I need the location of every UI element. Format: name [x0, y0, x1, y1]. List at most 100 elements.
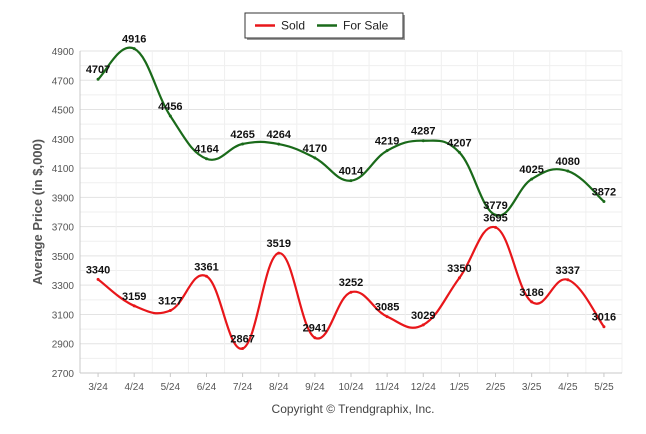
- data-point-for-sale: [566, 169, 570, 173]
- x-tick-label: 5/25: [594, 382, 614, 393]
- data-point-for-sale: [132, 47, 136, 51]
- data-point-sold: [566, 278, 570, 282]
- x-tick-label: 12/24: [411, 382, 436, 393]
- data-point-for-sale: [241, 142, 245, 146]
- data-point-sold: [241, 347, 245, 351]
- data-labels-layer: 3340 3159 3127 3361 2867 3519 2941 3252 3085 3029…: [86, 34, 616, 346]
- data-point-for-sale: [96, 77, 100, 81]
- data-point-for-sale: [168, 114, 172, 118]
- y-tick-label: 4300: [52, 135, 75, 146]
- y-tick-label: 4700: [52, 76, 75, 87]
- data-point-for-sale: [313, 156, 317, 160]
- data-label-for-sale: 4265: [230, 129, 254, 141]
- data-point-sold: [421, 323, 425, 327]
- gridlines: [79, 50, 623, 374]
- data-label-sold: 3519: [266, 238, 290, 250]
- data-label-sold: 3340: [86, 264, 110, 276]
- data-point-sold: [385, 315, 389, 319]
- data-label-for-sale: 4014: [339, 166, 364, 178]
- data-point-for-sale: [457, 150, 461, 154]
- data-point-sold: [457, 276, 461, 280]
- data-point-for-sale: [385, 149, 389, 153]
- y-tick-label: 2700: [52, 369, 75, 380]
- data-label-sold: 3337: [556, 265, 580, 277]
- y-tick-label: 3900: [52, 193, 75, 204]
- data-label-sold: 3159: [122, 291, 146, 303]
- data-label-sold: 3252: [339, 277, 363, 289]
- data-point-sold: [349, 290, 353, 294]
- data-label-sold: 3029: [411, 310, 435, 322]
- y-tick-label: 3100: [52, 310, 75, 321]
- data-point-sold: [204, 274, 208, 278]
- data-point-for-sale: [530, 177, 534, 181]
- data-label-for-sale: 3779: [483, 200, 507, 212]
- data-label-for-sale: 4287: [411, 126, 435, 138]
- data-label-for-sale: 4707: [86, 64, 110, 76]
- x-tick-label: 1/25: [450, 382, 470, 393]
- x-tick-label: 8/24: [269, 382, 289, 393]
- x-tick-label: 4/25: [558, 382, 578, 393]
- data-label-sold: 3361: [194, 261, 218, 273]
- y-tick-label: 3500: [52, 252, 75, 263]
- data-point-for-sale: [602, 199, 606, 203]
- legend-label: Sold: [281, 19, 305, 33]
- data-label-sold: 3016: [592, 312, 616, 324]
- data-label-for-sale: 4456: [158, 101, 182, 113]
- data-label-sold: 3186: [519, 287, 543, 299]
- data-label-for-sale: 4219: [375, 136, 399, 148]
- x-tick-label: 5/24: [161, 382, 181, 393]
- data-label-sold: 3127: [158, 296, 182, 308]
- x-tick-label: 3/25: [522, 382, 542, 393]
- y-tick-label: 4100: [52, 164, 75, 175]
- y-tick-label: 3700: [52, 223, 75, 234]
- data-point-sold: [96, 277, 100, 281]
- data-label-sold: 3350: [447, 263, 471, 275]
- data-point-for-sale: [204, 157, 208, 161]
- x-tick-label: 11/24: [375, 382, 400, 393]
- x-tick-label: 3/24: [88, 382, 108, 393]
- series-line-for-sale: [97, 46, 605, 217]
- data-point-for-sale: [494, 213, 498, 217]
- series-layer: [96, 46, 606, 351]
- legend-label: For Sale: [343, 19, 389, 33]
- data-label-sold: 2941: [303, 323, 327, 335]
- data-point-for-sale: [349, 179, 353, 183]
- data-label-for-sale: 4025: [519, 164, 543, 176]
- x-tick-label: 6/24: [197, 382, 217, 393]
- data-point-for-sale: [421, 139, 425, 143]
- data-label-for-sale: 4207: [447, 137, 471, 149]
- data-point-sold: [168, 309, 172, 313]
- y-tick-label: 2900: [52, 340, 75, 351]
- y-axis-ticks: 2700 2900 3100 3300 3500 3700 3900 4100 4300 4500…: [52, 47, 75, 380]
- data-point-sold: [494, 225, 498, 229]
- data-label-for-sale: 4264: [266, 129, 291, 141]
- data-point-sold: [132, 304, 136, 308]
- x-tick-label: 4/24: [124, 382, 144, 393]
- data-point-sold: [602, 325, 606, 329]
- y-tick-label: 4900: [52, 47, 75, 58]
- x-tick-label: 9/24: [305, 382, 325, 393]
- legend: Sold For Sale: [244, 12, 405, 40]
- copyright-credit: Copyright © Trendgraphix, Inc.: [272, 402, 435, 416]
- data-label-for-sale: 4164: [194, 144, 219, 156]
- y-tick-label: 3300: [52, 281, 75, 292]
- data-point-sold: [277, 251, 281, 255]
- data-label-for-sale: 4916: [122, 34, 146, 46]
- y-tick-label: 4500: [52, 106, 75, 117]
- y-axis-label: Average Price (in $,000): [30, 139, 45, 285]
- data-label-for-sale: 4080: [556, 156, 580, 168]
- data-label-for-sale: 4170: [303, 143, 327, 155]
- data-point-for-sale: [277, 142, 281, 146]
- data-label-sold: 3085: [375, 302, 399, 314]
- data-point-sold: [530, 300, 534, 304]
- data-point-sold: [313, 336, 317, 340]
- x-tick-label: 7/24: [233, 382, 253, 393]
- data-label-sold: 3695: [483, 212, 507, 224]
- x-axis-ticks: 3/24 4/24 5/24 6/24 7/24 8/24 9/24 10/24 11/24 12…: [88, 373, 614, 393]
- series-line-sold: [97, 226, 605, 350]
- x-tick-label: 2/25: [486, 382, 506, 393]
- x-tick-label: 10/24: [338, 382, 363, 393]
- data-label-sold: 2867: [230, 334, 254, 346]
